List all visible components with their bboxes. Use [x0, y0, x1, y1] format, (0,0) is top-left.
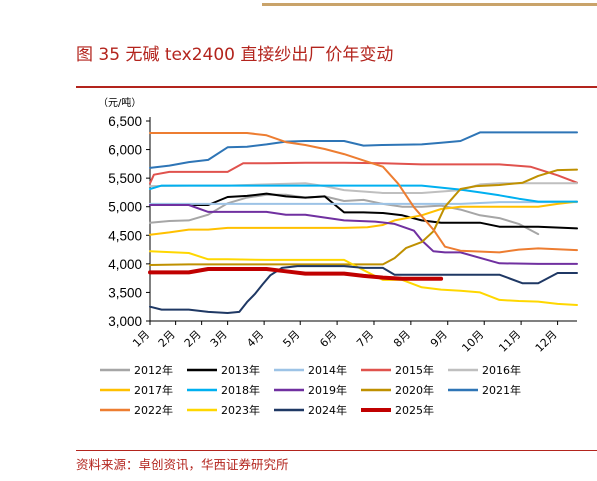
legend-label: 2023年	[221, 403, 260, 417]
legend-label: 2022年	[134, 403, 173, 417]
x-tick-label: 3月	[208, 328, 230, 350]
series-line-2013年	[149, 192, 578, 230]
y-tick-label: 6,500	[108, 114, 142, 129]
series-line-2024年	[149, 265, 578, 314]
legend-label: 2020年	[395, 383, 434, 397]
y-tick-label: 3,500	[108, 285, 142, 300]
legend-label: 2014年	[308, 363, 347, 377]
series-line-2023年	[149, 250, 578, 306]
y-tick-label: 3,000	[108, 314, 142, 329]
legend-label: 2012年	[134, 363, 173, 377]
y-tick-label: 4,000	[108, 257, 142, 272]
legend-label: 2021年	[482, 383, 521, 397]
series-line-2021年	[149, 131, 578, 169]
source-note: 资料来源：卓创资讯，华西证券研究所	[76, 457, 289, 472]
bottom-rule	[76, 450, 597, 451]
legend-label: 2017年	[134, 383, 173, 397]
chart-legend: 2012年 2013年 2014年 2015年 2016年 2017年 2018年 2019年…	[100, 363, 521, 417]
legend-label: 2024年	[308, 403, 347, 417]
legend-label: 2013年	[221, 363, 260, 377]
x-axis: 1月 2月 2月 3月 4月 5月 6月 7月 8月 9月 10月 11月 12月	[130, 320, 577, 355]
series-line-2014年	[149, 201, 578, 205]
y-axis: 3,000 3,500 4,000 4,500 5,000 5,500 6,000 6,500	[108, 114, 151, 329]
x-tick-label: 5月	[280, 328, 302, 350]
x-tick-label: 12月	[533, 328, 560, 355]
y-tick-label: 6,000	[108, 143, 142, 158]
top-decor-rule	[262, 3, 597, 6]
x-tick-label: 7月	[354, 328, 376, 350]
legend-label: 2016年	[482, 363, 521, 377]
unit-label: （元/吨）	[98, 96, 141, 109]
legend-label: 2019年	[308, 383, 347, 397]
series-line-2015年	[149, 161, 578, 185]
x-tick-label: 1月	[130, 328, 152, 350]
title-rule	[76, 86, 597, 88]
x-tick-label: 2月	[156, 328, 178, 350]
x-tick-label: 6月	[317, 328, 339, 350]
legend-label: 2018年	[221, 383, 260, 397]
legend-label: 2025年	[395, 403, 434, 417]
x-tick-label: 9月	[428, 328, 450, 350]
x-tick-label: 4月	[244, 328, 266, 350]
legend-label: 2015年	[395, 363, 434, 377]
series-line-2020年	[149, 168, 578, 266]
plot-area	[148, 131, 578, 314]
x-tick-label: 11月	[496, 328, 523, 355]
y-tick-label: 5,500	[108, 171, 142, 186]
y-tick-label: 5,000	[108, 200, 142, 215]
series-line-2025年	[148, 267, 444, 281]
series-line-2022年	[149, 132, 578, 254]
series-line-2017年	[149, 200, 578, 236]
series-line-2018年	[149, 184, 578, 203]
series-line-2019年	[149, 204, 578, 265]
x-tick-label: 2月	[182, 328, 204, 350]
x-tick-label: 8月	[391, 328, 413, 350]
y-tick-label: 4,500	[108, 228, 142, 243]
x-tick-label: 10月	[459, 328, 486, 355]
figure-title: 图 35 无碱 tex2400 直接纱出厂价年变动	[76, 45, 394, 65]
